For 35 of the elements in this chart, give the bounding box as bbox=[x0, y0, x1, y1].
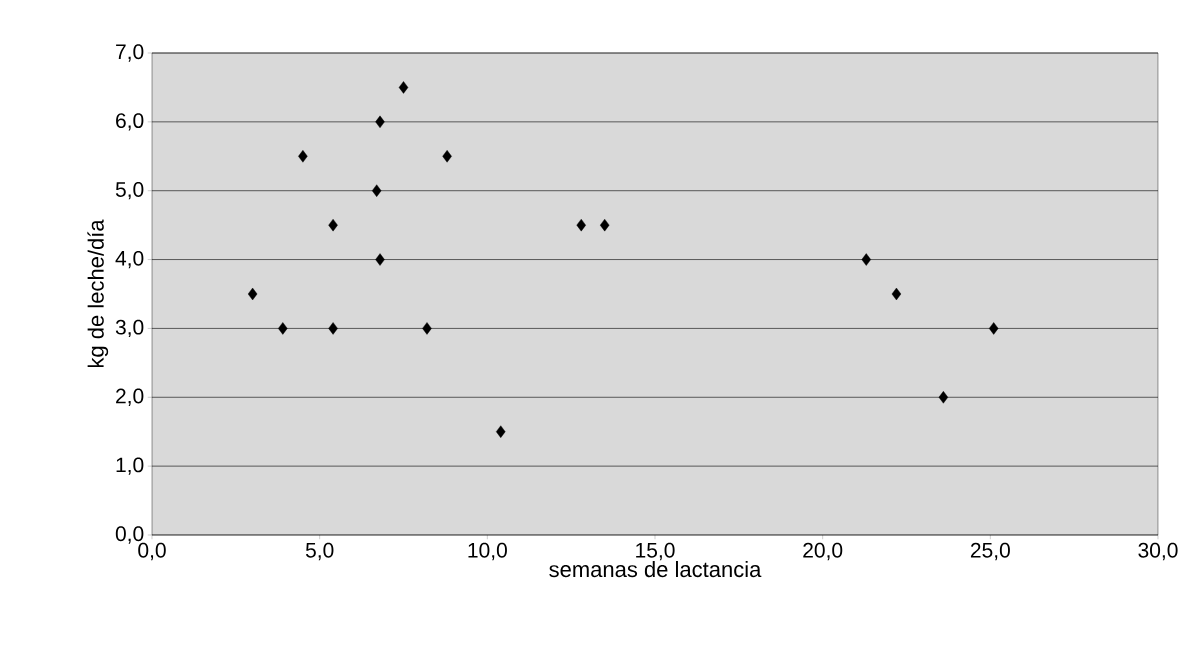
y-tick-label: 6,0 bbox=[116, 113, 144, 131]
point bbox=[861, 253, 871, 266]
point bbox=[375, 253, 385, 266]
point bbox=[371, 184, 382, 197]
x-axis-title: semanas de lactancia bbox=[549, 560, 762, 578]
y-axis-title: kg de leche/día bbox=[87, 219, 109, 368]
y-tick-label: 5,0 bbox=[115, 182, 144, 200]
point bbox=[328, 218, 338, 232]
point bbox=[576, 218, 586, 232]
x-tick-label: 10,0 bbox=[468, 542, 507, 561]
x-tick-label: 5,0 bbox=[305, 542, 334, 561]
y-tick-label: 2,0 bbox=[116, 388, 144, 406]
point bbox=[247, 287, 258, 301]
point bbox=[422, 322, 432, 335]
point bbox=[496, 425, 506, 438]
point bbox=[375, 115, 385, 129]
point bbox=[398, 81, 409, 94]
point bbox=[442, 150, 452, 163]
point bbox=[278, 322, 288, 335]
y-tick-label: 7,0 bbox=[116, 44, 144, 62]
y-tick-label: 3,0 bbox=[115, 319, 144, 338]
x-tick-label: 25,0 bbox=[970, 542, 1010, 561]
x-tick-label: 30,0 bbox=[1138, 542, 1178, 561]
x-tick-label: 0,0 bbox=[138, 542, 166, 561]
point bbox=[891, 287, 902, 301]
y-tick-label: 4,0 bbox=[115, 250, 144, 269]
point bbox=[988, 322, 999, 335]
point bbox=[328, 322, 338, 335]
point bbox=[938, 391, 949, 404]
y-tick-label: 1,0 bbox=[116, 457, 144, 475]
point bbox=[298, 150, 308, 163]
x-tick-label: 20,0 bbox=[803, 542, 843, 561]
y-tick-label: 0,0 bbox=[115, 526, 144, 544]
x-tick-label: 15,0 bbox=[636, 542, 675, 561]
point bbox=[600, 218, 610, 232]
